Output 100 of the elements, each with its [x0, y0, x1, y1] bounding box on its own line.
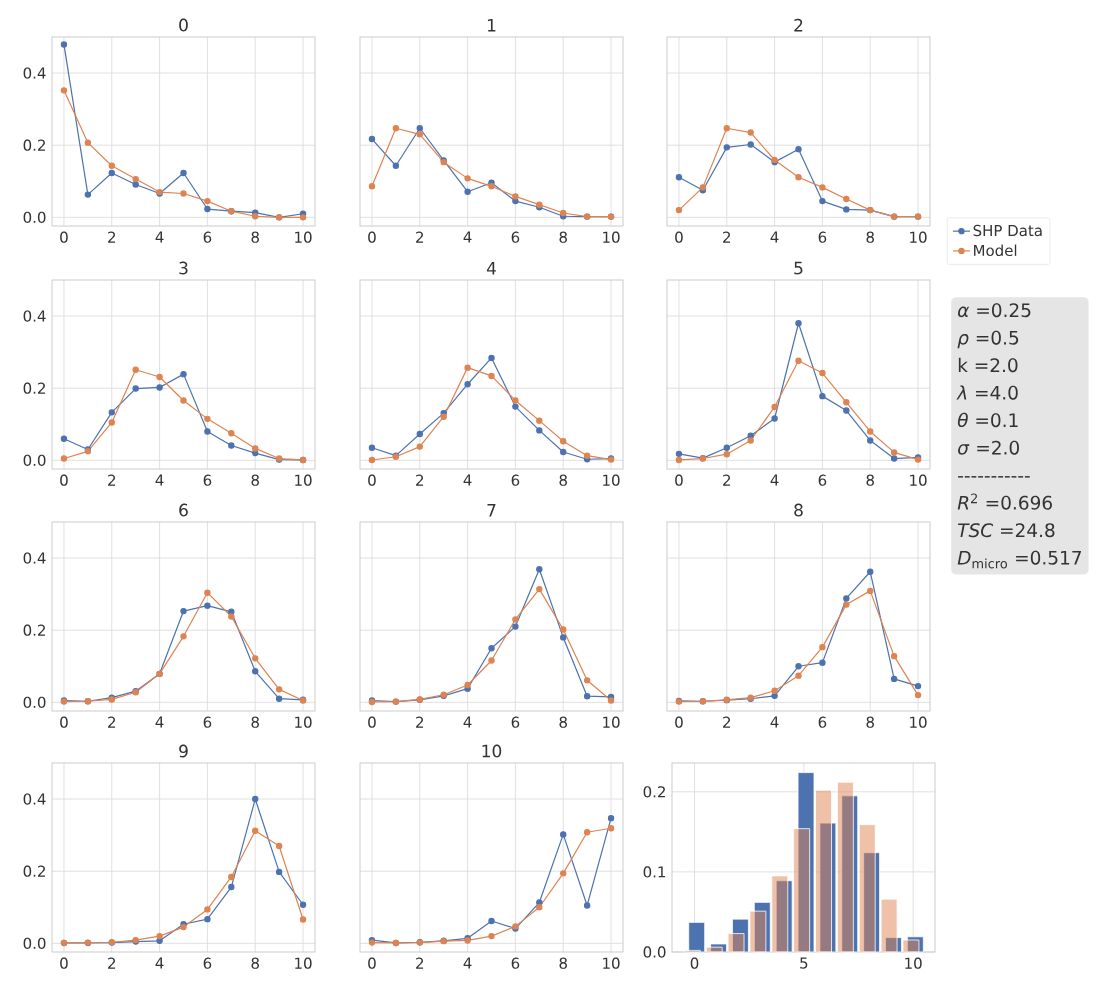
- x-tick-label: 6: [203, 231, 212, 243]
- y-tick-label: 0.2: [23, 382, 45, 394]
- chart-title: 3: [179, 261, 188, 275]
- x-tick-label: 0: [675, 474, 683, 486]
- chart-title: 7: [487, 504, 496, 517]
- x-tick-label: 6: [818, 474, 827, 486]
- chart-title: 10: [482, 744, 502, 758]
- y-tick-label: 0.4: [23, 310, 46, 322]
- text: TSC =24.8: [958, 523, 1055, 538]
- y-tick-label: 0.2: [23, 624, 45, 636]
- x-tick-label: 6: [818, 231, 827, 243]
- y-tick-label: 0.1: [643, 866, 666, 878]
- x-tick-label: 0: [60, 716, 68, 728]
- x-tick-label: 8: [866, 716, 874, 728]
- y-tick-label: 0.0: [23, 454, 46, 467]
- chart-title: 9: [179, 744, 188, 758]
- x-tick-label: 4: [155, 957, 164, 969]
- x-tick-label: 2: [723, 716, 731, 728]
- x-tick-label: 4: [770, 716, 779, 728]
- x-tick-label: 4: [155, 231, 164, 243]
- text: -----------: [958, 476, 1030, 478]
- x-tick-label: 6: [203, 957, 212, 969]
- x-tick-label: 0: [675, 231, 683, 243]
- x-tick-label: 8: [251, 716, 259, 728]
- y-tick-label: 0.4: [23, 793, 46, 805]
- y-tick-label: 0.2: [23, 865, 45, 877]
- x-tick-label: 0: [675, 716, 683, 728]
- x-tick-label: 10: [603, 231, 620, 243]
- x-tick-label: 2: [416, 716, 424, 728]
- x-tick-label: 10: [603, 474, 620, 486]
- x-tick-label: 8: [251, 474, 259, 486]
- x-tick-label: 4: [770, 474, 779, 486]
- text: σ =2.0: [958, 440, 1019, 455]
- x-tick-label: 4: [770, 231, 779, 243]
- x-tick-label: 0: [690, 957, 699, 969]
- x-tick-label: 0: [368, 957, 376, 969]
- x-tick-label: 8: [559, 957, 567, 969]
- y-tick-label: 0.0: [23, 937, 46, 950]
- x-tick-label: 2: [416, 474, 424, 486]
- x-tick-label: 0: [368, 231, 376, 243]
- x-tick-label: 10: [910, 716, 927, 728]
- x-tick-label: 10: [603, 957, 620, 969]
- x-tick-label: 2: [108, 474, 116, 486]
- x-tick-label: 2: [723, 474, 731, 486]
- y-tick-label: 0.0: [23, 211, 46, 224]
- y-tick-label: 0.2: [23, 139, 45, 151]
- x-tick-label: 10: [603, 716, 620, 728]
- x-tick-label: 2: [108, 957, 116, 969]
- x-tick-label: 0: [368, 474, 376, 486]
- y-tick-label: 0.0: [23, 696, 46, 709]
- x-tick-label: 4: [463, 957, 472, 969]
- x-tick-label: 8: [559, 716, 567, 728]
- y-tick-label: 0.0: [643, 946, 666, 958]
- text: θ =0.1: [957, 412, 1018, 428]
- x-tick-label: 6: [511, 474, 520, 486]
- x-tick-label: 6: [511, 716, 520, 728]
- x-tick-label: 0: [60, 957, 68, 969]
- x-tick-label: 8: [866, 231, 874, 243]
- y-tick-label: 0.2: [643, 786, 665, 798]
- x-tick-label: 8: [559, 231, 567, 243]
- x-tick-label: 10: [910, 474, 927, 486]
- x-tick-label: 10: [295, 474, 312, 486]
- x-tick-label: 8: [251, 957, 259, 969]
- x-tick-label: 10: [295, 716, 312, 728]
- x-tick-label: 10: [910, 231, 927, 243]
- text: ρ =0.5: [957, 330, 1019, 349]
- x-tick-label: 2: [108, 716, 116, 728]
- x-tick-label: 4: [463, 231, 472, 243]
- x-tick-label: 4: [155, 716, 164, 728]
- x-tick-label: 2: [416, 957, 424, 969]
- legend-label: Model: [974, 244, 1017, 257]
- x-tick-label: 4: [463, 716, 472, 728]
- x-tick-label: 0: [368, 716, 376, 728]
- x-tick-label: 0: [60, 231, 68, 243]
- legend-label: SHP Data: [973, 224, 1042, 237]
- x-tick-label: 4: [155, 474, 164, 486]
- y-tick-label: 0.4: [23, 552, 46, 564]
- x-tick-label: 6: [511, 231, 520, 243]
- x-tick-label: 8: [559, 474, 567, 486]
- x-tick-label: 4: [463, 474, 472, 486]
- x-tick-label: 10: [295, 231, 312, 243]
- x-tick-label: 6: [818, 716, 827, 728]
- chart-title: 1: [487, 19, 496, 32]
- chart-title: 2: [794, 18, 803, 32]
- text: λ =4.0: [956, 385, 1018, 400]
- chart-title: 5: [794, 261, 803, 275]
- text: D$_{micro}$ =0.517: [957, 550, 1081, 569]
- x-tick-label: 8: [866, 474, 874, 486]
- text: R$^{2}$ =0.696: [957, 493, 1052, 510]
- chart-title: 0: [179, 18, 188, 32]
- x-tick-label: 2: [723, 231, 731, 243]
- x-tick-label: 2: [108, 231, 116, 243]
- x-tick-label: 0: [60, 474, 68, 486]
- text: k =2.0: [958, 357, 1018, 373]
- chart-title: 6: [179, 503, 188, 517]
- chart-title: 4: [486, 262, 496, 275]
- x-tick-label: 6: [203, 474, 212, 486]
- x-tick-label: 8: [251, 231, 259, 243]
- chart-title: 8: [794, 503, 803, 517]
- y-tick-label: 0.4: [23, 67, 46, 79]
